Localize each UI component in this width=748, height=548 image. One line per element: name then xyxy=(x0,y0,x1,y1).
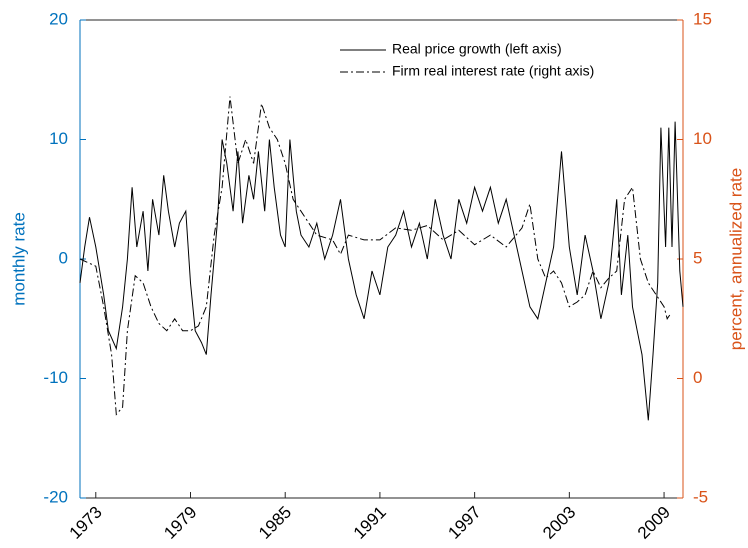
series-line xyxy=(79,121,684,421)
y-tick-label: -10 xyxy=(43,368,68,387)
y-tick-label: 20 xyxy=(49,9,68,28)
y-axis-label: monthly rate xyxy=(9,212,28,306)
y-tick-label: 0 xyxy=(59,248,68,267)
x-tick-label: 1991 xyxy=(350,503,390,543)
y2-axis-label: percent, annualized rate xyxy=(726,168,745,350)
x-tick-label: 1985 xyxy=(255,503,295,543)
y2-tick-label: 15 xyxy=(693,9,712,28)
x-tick-label: 2003 xyxy=(539,503,579,543)
y2-tick-label: 10 xyxy=(693,129,712,148)
y-tick-label: 10 xyxy=(49,129,68,148)
legend-label: Firm real interest rate (right axis) xyxy=(392,63,594,79)
y2-tick-label: 5 xyxy=(693,248,702,267)
series-line xyxy=(79,96,671,416)
x-tick-label: 1973 xyxy=(66,503,106,543)
x-tick-label: 1997 xyxy=(444,503,484,543)
y2-tick-label: -5 xyxy=(693,487,708,506)
y-tick-label: -20 xyxy=(43,487,68,506)
x-tick-label: 2009 xyxy=(634,503,674,543)
y2-tick-label: 0 xyxy=(693,368,702,387)
x-tick-label: 1979 xyxy=(160,503,200,543)
legend-label: Real price growth (left axis) xyxy=(392,41,562,57)
